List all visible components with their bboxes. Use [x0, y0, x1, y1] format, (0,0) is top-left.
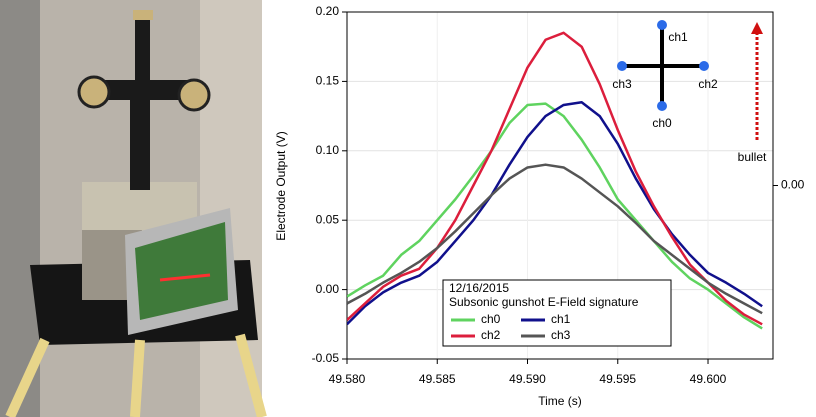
x-tick-label: 49.590	[509, 372, 546, 386]
sensor-diagram	[617, 20, 763, 140]
x-tick-label: 49.580	[329, 372, 366, 386]
x-tick-label: 49.585	[419, 372, 456, 386]
annotation: bullet	[738, 150, 767, 164]
y2-tick-label: 0.00	[781, 178, 805, 192]
legend-title: 12/16/2015	[449, 281, 509, 295]
plot-area	[342, 11, 778, 364]
legend-box	[442, 279, 672, 347]
legend-title: Subsonic gunshot E-Field signature	[449, 295, 639, 309]
y-tick-label: 0.05	[316, 212, 340, 226]
y-tick-label: 0.00	[316, 282, 340, 296]
y-tick-label: -0.05	[312, 351, 340, 365]
annotation: ch2	[698, 77, 718, 91]
annotation: ch1	[668, 30, 688, 44]
series-line	[347, 163, 763, 315]
x-tick-label: 49.595	[599, 372, 636, 386]
annotation: ch0	[652, 116, 672, 130]
legend-label: ch1	[551, 312, 571, 326]
legend-label: ch3	[551, 328, 571, 342]
legend-label: ch2	[481, 328, 501, 342]
plot-frame	[346, 11, 774, 360]
series-line	[347, 100, 763, 326]
y-tick-label: 0.15	[316, 74, 340, 88]
y-tick-label: 0.10	[316, 143, 340, 157]
series-line	[347, 31, 763, 326]
annotation: ch3	[612, 77, 632, 91]
y-tick-label: 0.20	[316, 4, 340, 18]
photo	[0, 0, 267, 417]
y-axis-title: Electrode Output (V)	[274, 131, 288, 240]
x-tick-label: 49.600	[690, 372, 727, 386]
x-axis-title: Time (s)	[538, 394, 582, 408]
legend-label: ch0	[481, 312, 501, 326]
